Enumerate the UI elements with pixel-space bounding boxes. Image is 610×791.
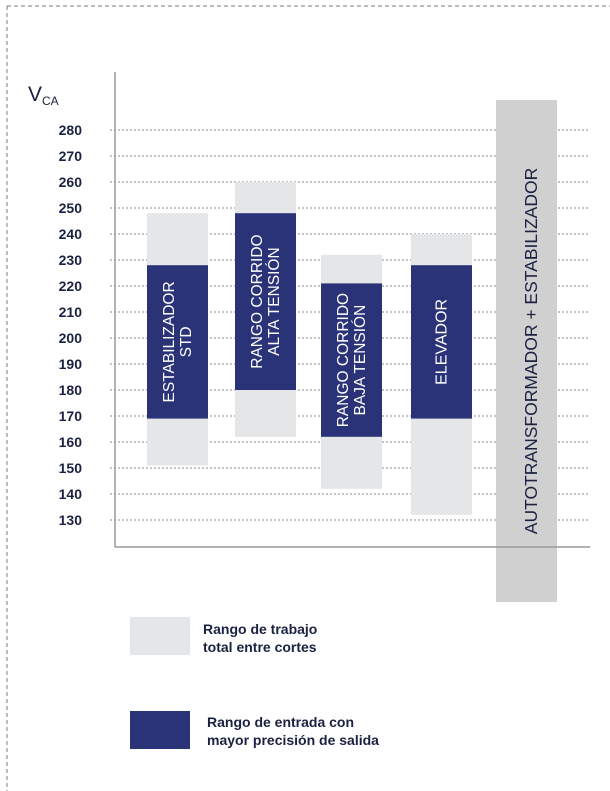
- y-tick-label: 280: [59, 122, 83, 138]
- bar-precision-range: [411, 265, 472, 419]
- y-tick-label: 150: [59, 460, 83, 476]
- bar-label: BAJA TENSIÓN: [352, 305, 369, 416]
- bar-label: RANGO CORRIDO: [335, 293, 352, 427]
- legend-label-precision: Rango de entrada con mayor precisión de …: [207, 714, 379, 748]
- bar-label: ESTABILIZADOR: [161, 281, 178, 402]
- y-tick-label: 240: [59, 226, 83, 242]
- bar-label: RANGO CORRIDO: [249, 234, 266, 368]
- side-box-label: AUTOTRANSFORMADOR + ESTABILIZADOR: [521, 168, 541, 534]
- y-tick-label: 260: [59, 174, 83, 190]
- y-tick-label: 230: [59, 252, 83, 268]
- y-tick-label: 250: [59, 200, 83, 216]
- y-tick-label: 140: [59, 486, 83, 502]
- legend-swatch-precision: [130, 711, 190, 749]
- legend-swatch-total: [130, 617, 190, 655]
- side-box: [496, 100, 557, 602]
- axes: [114, 72, 590, 548]
- y-tick-label: 220: [59, 278, 83, 294]
- y-tick-label: 130: [59, 512, 83, 528]
- bar-label: ALTA TENSIÓN: [266, 247, 283, 356]
- bars-layer: ESTABILIZADOR STD RANGO CORRIDO ALTA TENSIÓ…: [147, 182, 472, 515]
- bar-precision-range: [147, 265, 208, 419]
- side-box-layer: AUTOTRANSFORMADOR + ESTABILIZADOR: [496, 100, 557, 602]
- y-tick-label: 180: [59, 382, 83, 398]
- y-axis-unit-label: VCA: [28, 83, 59, 108]
- y-tick-label: 210: [59, 304, 83, 320]
- y-tick-label: 190: [59, 356, 83, 372]
- bar-label: ELEVADOR: [434, 299, 451, 385]
- bar-precision-range: [235, 213, 296, 390]
- bar-precision-range: [321, 283, 382, 437]
- bar-label: STD: [178, 326, 195, 357]
- y-tick-label: 170: [59, 408, 83, 424]
- y-tick-label: 270: [59, 148, 83, 164]
- y-tick-labels: 130 140 150 160 170 180 190 200 210 220 230 240 250 2…: [59, 122, 83, 528]
- y-tick-label: 200: [59, 330, 83, 346]
- y-tick-label: 160: [59, 434, 83, 450]
- legend-label-total: Rango de trabajo total entre cortes: [203, 621, 318, 655]
